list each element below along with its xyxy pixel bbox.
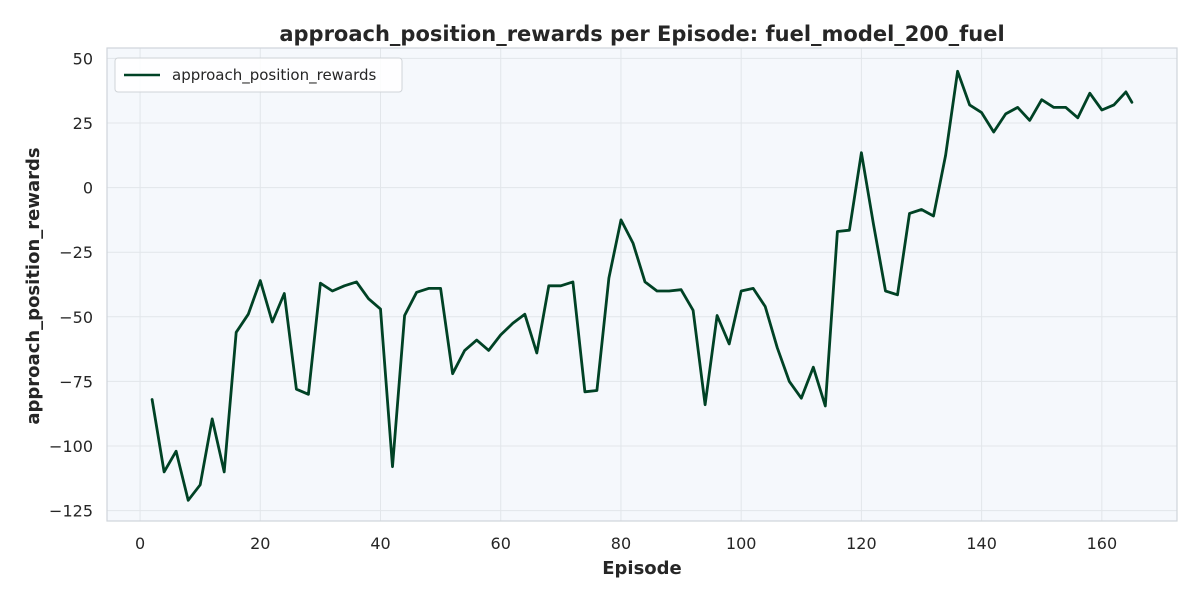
x-tick-label: 160: [1087, 534, 1118, 553]
y-tick-label: −50: [59, 308, 93, 327]
plot-area: [107, 48, 1177, 521]
series-group: [150, 69, 1134, 502]
y-tick-label: −100: [49, 437, 93, 456]
legend-label: approach_position_rewards: [172, 66, 377, 85]
y-tick-label: −125: [49, 502, 93, 521]
x-tick-label: 100: [726, 534, 757, 553]
chart-title: approach_position_rewards per Episode: f…: [279, 22, 1004, 46]
x-tick-label: 80: [611, 534, 631, 553]
legend-box: [114, 57, 403, 93]
y-tick-label: 25: [73, 114, 93, 133]
x-tick-label: 20: [250, 534, 270, 553]
x-tick-label: 140: [966, 534, 997, 553]
grid: [107, 48, 1177, 521]
y-axis-ticks: −125 −100 −75 −50 −25 0 25 50: [49, 49, 93, 520]
x-tick-label: 40: [370, 534, 390, 553]
y-tick-label: 50: [73, 49, 93, 68]
legend: approach_position_rewards: [114, 57, 403, 93]
x-tick-label: 120: [846, 534, 877, 553]
x-tick-label: 60: [491, 534, 511, 553]
y-axis-label: approach_position_rewards: [23, 147, 44, 424]
x-tick-label: 0: [135, 534, 145, 553]
plot-frame: [106, 47, 1178, 522]
series-line: [150, 69, 1134, 502]
y-tick-label: 0: [83, 179, 93, 198]
y-tick-label: −75: [59, 372, 93, 391]
y-tick-label: −25: [59, 243, 93, 262]
x-axis-label: Episode: [602, 558, 682, 579]
x-axis-ticks: 0 20 40 60 80 100 120 140 160: [135, 534, 1117, 553]
